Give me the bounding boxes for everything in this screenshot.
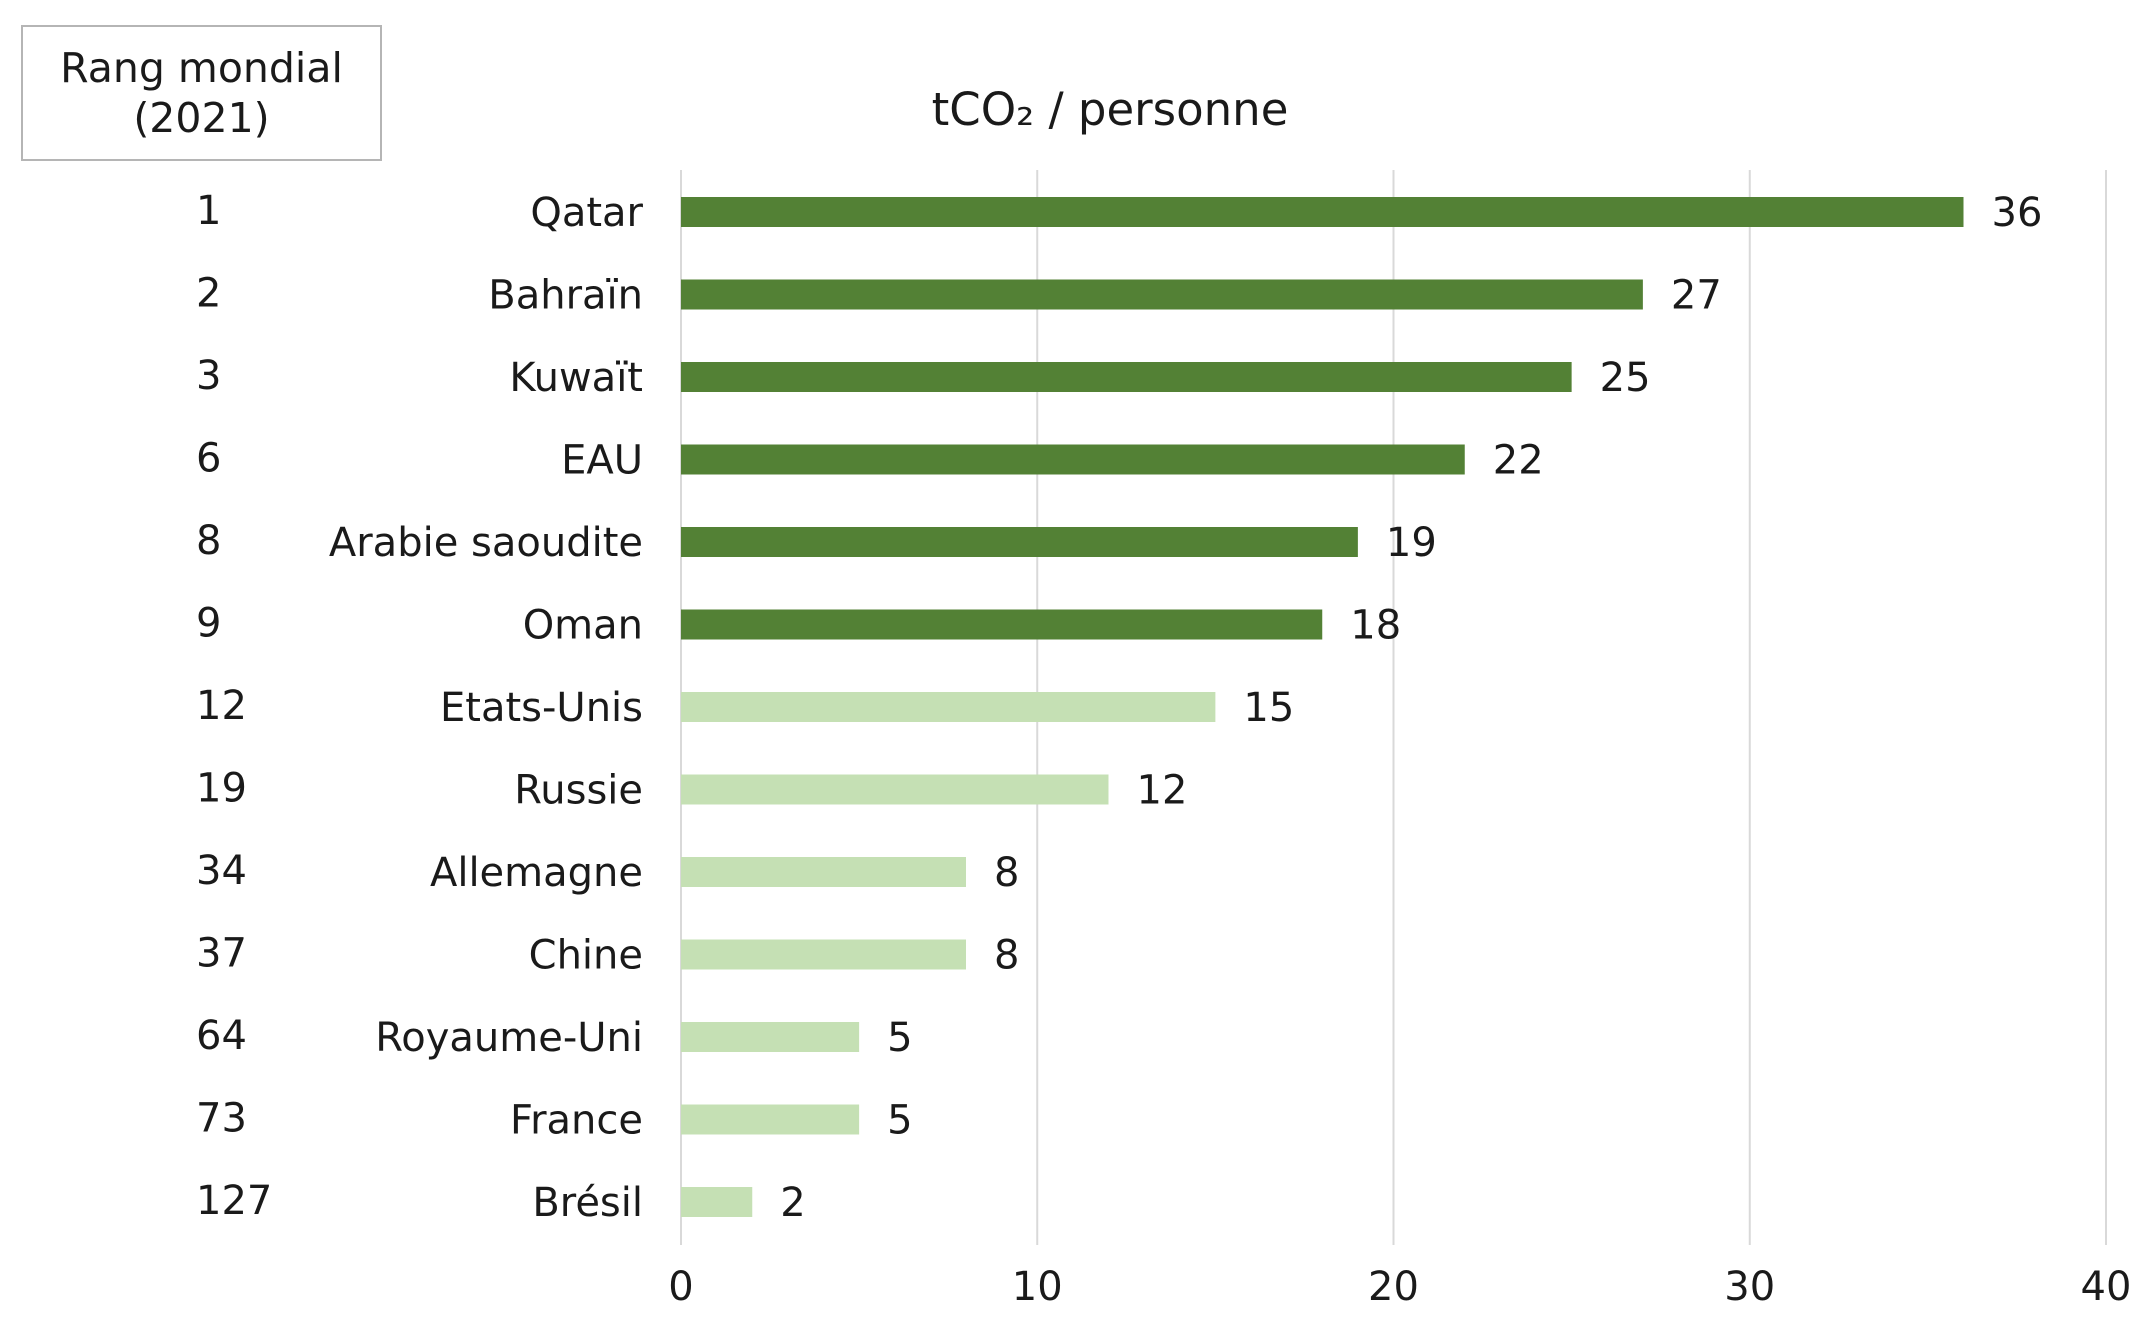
rank-header-line1: Rang mondial <box>60 44 343 92</box>
bar <box>681 362 1572 392</box>
bar <box>681 609 1323 640</box>
category-label: France <box>510 1098 643 1144</box>
rank-label: 9 <box>196 601 221 647</box>
rank-label: 6 <box>196 436 221 482</box>
bar <box>681 527 1358 557</box>
category-label: Oman <box>523 603 643 649</box>
value-label: 2 <box>780 1180 805 1226</box>
category-label: Qatar <box>530 190 643 236</box>
bars-layer <box>681 197 1964 1217</box>
bar <box>681 279 1643 310</box>
x-tick-label: 30 <box>1724 1264 1775 1310</box>
bar <box>681 774 1109 805</box>
value-label: 15 <box>1243 685 1294 731</box>
bar <box>681 197 1964 227</box>
value-label: 36 <box>1992 190 2043 236</box>
rank-header-line2: (2021) <box>133 94 270 142</box>
chart-title: tCO₂ / personne <box>931 83 1289 136</box>
bar <box>681 692 1216 722</box>
rank-label: 8 <box>196 518 221 564</box>
category-label: Allemagne <box>430 850 643 896</box>
rank-label: 19 <box>196 766 247 812</box>
rank-label: 64 <box>196 1013 247 1059</box>
rank-label: 34 <box>196 848 247 894</box>
rank-label: 12 <box>196 683 247 729</box>
rank-label: 2 <box>196 271 221 317</box>
category-label: EAU <box>561 438 643 484</box>
value-label: 27 <box>1671 273 1722 319</box>
category-label: Bahraïn <box>488 273 643 319</box>
value-label: 22 <box>1493 438 1544 484</box>
category-label: Kuwaït <box>509 355 643 401</box>
value-label: 19 <box>1386 520 1437 566</box>
category-label: Etats-Unis <box>440 685 643 731</box>
x-tick-label: 20 <box>1368 1264 1419 1310</box>
bar <box>681 939 966 970</box>
rank-label: 1 <box>196 188 221 234</box>
category-label: Brésil <box>532 1180 643 1226</box>
value-label: 8 <box>994 933 1019 979</box>
bar <box>681 1022 860 1052</box>
value-label: 25 <box>1600 355 1651 401</box>
labels-layer: 0 10 20 30 4036Qatar127Bahraïn225Kuwaït322EA… <box>196 188 2131 1310</box>
bar <box>681 857 966 887</box>
bar <box>681 1187 753 1217</box>
category-label: Arabie saoudite <box>329 520 643 566</box>
rank-label: 73 <box>196 1096 247 1142</box>
value-label: 8 <box>994 850 1019 896</box>
value-label: 12 <box>1137 768 1188 814</box>
category-label: Russie <box>514 768 643 814</box>
x-tick-label: 0 <box>668 1264 693 1310</box>
rank-label: 3 <box>196 353 221 399</box>
x-tick-label: 40 <box>2081 1264 2132 1310</box>
value-label: 18 <box>1350 603 1401 649</box>
rank-header-box: Rang mondial (2021) <box>21 25 382 161</box>
x-tick-label: 10 <box>1012 1264 1063 1310</box>
bar <box>681 1104 860 1135</box>
category-label: Chine <box>529 933 643 979</box>
value-label: 5 <box>887 1098 912 1144</box>
rank-label: 127 <box>196 1178 272 1224</box>
category-label: Royaume-Uni <box>375 1015 643 1061</box>
bar <box>681 444 1465 475</box>
value-label: 5 <box>887 1015 912 1061</box>
rank-label: 37 <box>196 931 247 977</box>
